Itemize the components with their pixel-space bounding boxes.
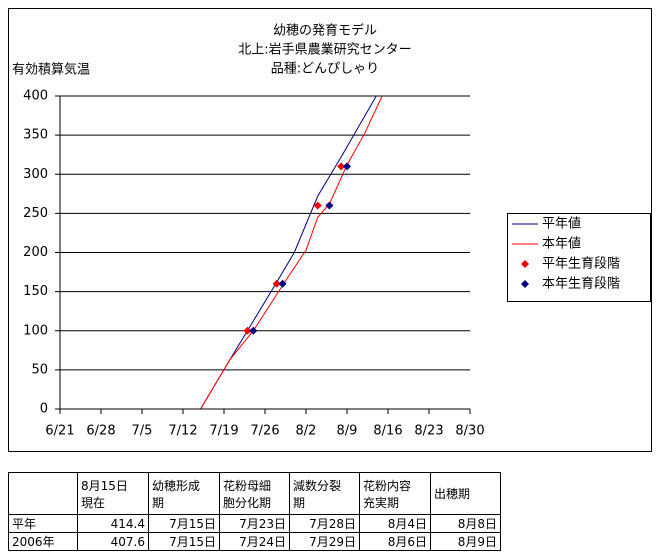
table-cell: 8月15日 現在 (77, 472, 149, 515)
y-tick-label: 250 (23, 206, 48, 221)
chart-title: 幼穂の発育モデル (273, 23, 377, 39)
x-tick-label: 6/21 (45, 424, 74, 439)
y-tick-label: 300 (23, 167, 48, 182)
table-cell: 414.4 (77, 514, 149, 533)
x-tick-label: 8/9 (337, 424, 358, 439)
legend-label: 平年生育段階 (542, 256, 620, 272)
table-cell: 7月28日 (289, 514, 360, 533)
table-cell: 2006年 (8, 532, 78, 551)
y-tick-label: 350 (23, 128, 48, 143)
table-cell: 平年 (8, 514, 78, 533)
chart: 幼穂の発育モデル 北上:岩手県農業研究センター 品種:どんぴしゃり 有効積算気温… (8, 8, 652, 452)
data-table: 8月15日 現在 幼穂形成 期花粉母細 胞分化期 減数分裂 期花粉内容 充実期 出穂期… (8, 472, 501, 551)
series-line (200, 95, 377, 410)
table-cell: 花粉内容 充実期 (359, 472, 431, 515)
table-cell: 7月23日 (219, 514, 290, 533)
point (272, 279, 281, 288)
table-cell: 8月8日 (430, 514, 501, 533)
table-row: 平年 414.4 7月15日 7月23日 7月28日 8月4日 8月8日 (8, 514, 501, 533)
x-tick-label: 8/30 (455, 424, 484, 439)
table-cell: 7月15日 (148, 514, 220, 533)
table-cell: 7月15日 (148, 532, 220, 551)
chart-title: 品種:どんぴしゃり (271, 61, 379, 77)
x-tick-label: 6/28 (86, 424, 115, 439)
chart-title: 北上:岩手県農業研究センター (238, 42, 411, 58)
table-cell: 8月4日 (359, 514, 431, 533)
table-cell: 幼穂形成 期 (148, 472, 220, 515)
x-tick-label: 7/26 (250, 424, 279, 439)
legend-label: 本年生育段階 (542, 276, 620, 292)
point (243, 326, 252, 335)
table-cell: 花粉母細 胞分化期 (219, 472, 290, 515)
point (325, 201, 334, 210)
point (337, 162, 346, 171)
legend-label: 本年値 (542, 236, 581, 252)
point (249, 326, 258, 335)
x-tick-label: 7/19 (209, 424, 238, 439)
y-tick-label: 0 (40, 402, 48, 417)
table-cell: 減数分裂 期 (289, 472, 360, 515)
legend-swatch (521, 260, 529, 268)
y-tick-label: 400 (23, 89, 48, 104)
table-row: 2006年 407.6 7月15日 7月24日 7月29日 8月6日 8月9日 (8, 532, 501, 551)
table-cell: 407.6 (77, 532, 149, 551)
x-tick-label: 7/12 (168, 424, 197, 439)
table-cell: 出穂期 (430, 472, 501, 515)
x-tick-label: 8/23 (414, 424, 443, 439)
point (278, 279, 287, 288)
legend-box (507, 213, 651, 302)
y-tick-label: 150 (23, 284, 48, 299)
legend-label: 平年値 (542, 216, 581, 232)
series-line (200, 95, 383, 410)
x-tick-label: 8/16 (373, 424, 402, 439)
table-row: 8月15日 現在 幼穂形成 期花粉母細 胞分化期 減数分裂 期花粉内容 充実期 出穂期 (8, 472, 501, 515)
table-cell: 8月6日 (359, 532, 431, 551)
point (343, 162, 351, 171)
table-cell: 8月9日 (430, 532, 501, 551)
table-cell (8, 472, 78, 515)
table-cell: 7月24日 (219, 532, 290, 551)
y-axis-label: 有効積算気温 (12, 62, 90, 78)
legend-swatch (521, 280, 529, 288)
y-tick-label: 100 (23, 323, 48, 338)
table-cell: 7月29日 (289, 532, 360, 551)
x-tick-label: 7/5 (132, 424, 153, 439)
point (313, 201, 322, 210)
x-tick-label: 8/2 (296, 424, 317, 439)
y-tick-label: 50 (31, 362, 48, 377)
y-tick-label: 200 (23, 245, 48, 260)
